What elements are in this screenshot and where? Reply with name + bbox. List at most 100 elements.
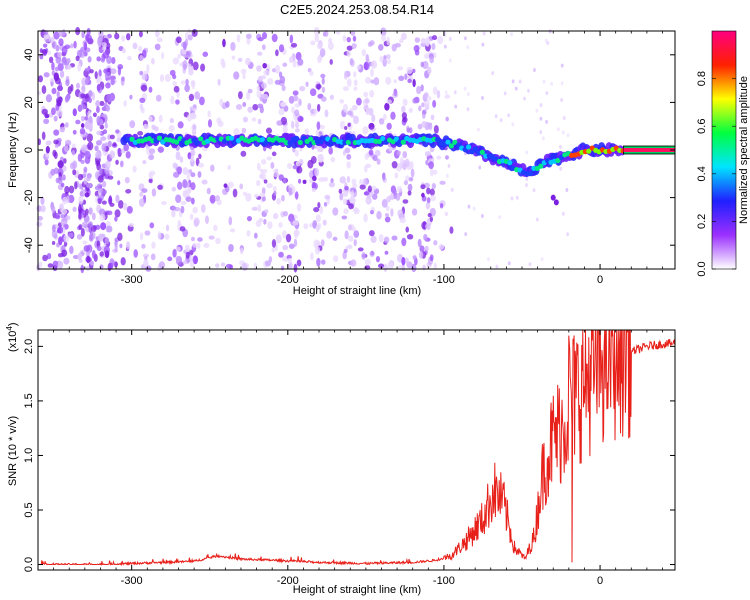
spectrogram-noise-point [80, 227, 85, 237]
spectrogram-noise-point [83, 166, 88, 173]
spectrogram-noise-point [274, 79, 282, 85]
spectrogram-noise-point [188, 68, 194, 76]
spectrogram-noise-point [228, 243, 234, 253]
spectrogram-noise-point [193, 219, 199, 228]
spectrogram-noise-point [57, 160, 64, 169]
spectrogram-noise-point [393, 79, 397, 84]
spectrogram-noise-point [350, 30, 356, 36]
spectrogram-noise-point [98, 69, 102, 78]
x-tick-label: -100 [433, 274, 455, 286]
spectrogram-noise-point [478, 165, 482, 170]
spectrogram-noise-point [96, 115, 101, 125]
spectrogram-noise-point [329, 59, 333, 65]
spectrogram-noise-point [281, 194, 285, 202]
spectrogram-noise-point [311, 181, 317, 190]
spectrogram-noise-point [114, 243, 118, 253]
spectrogram-noise-point [346, 45, 353, 51]
spectrogram-noise-point [402, 163, 407, 171]
spectrogram-noise-point [282, 230, 287, 239]
spectrogram-noise-point [200, 63, 206, 72]
spectrogram-noise-point [487, 257, 490, 262]
spectrogram-noise-point [432, 86, 438, 95]
spectrogram-noise-point [186, 171, 190, 181]
snr-multiplier-exp: 4 [5, 326, 14, 331]
spectrogram-noise-point [73, 40, 77, 49]
spectrogram-noise-point [180, 205, 185, 214]
spectrogram-noise-point [542, 79, 546, 84]
ridge-core-point [287, 140, 293, 146]
spectrogram-noise-point [84, 67, 90, 72]
spectrogram-noise-point [231, 55, 236, 60]
spectrogram-noise-point [316, 43, 322, 50]
spectrogram-noise-point [75, 119, 81, 125]
spectrogram-noise-point [416, 86, 422, 95]
spectrogram-noise-point [191, 28, 198, 37]
spectrogram-noise-point [276, 120, 282, 126]
snr-x-label: Height of straight line (km) [293, 584, 421, 596]
spectrogram-noise-point [562, 211, 565, 216]
spectrogram-noise-point [44, 158, 49, 166]
spectrogram-noise-point [394, 172, 399, 179]
spectrogram-noise-point [51, 87, 57, 95]
spectrogram-noise-point [343, 208, 349, 215]
spectrogram-noise-point [58, 236, 63, 246]
spectrogram-noise-point [398, 75, 405, 82]
spectrogram-noise-point [80, 209, 87, 216]
spectrogram-noise-point [146, 64, 150, 73]
spectrogram-noise-point [402, 151, 408, 159]
spectrogram-noise-point [251, 117, 257, 122]
spectrogram-noise-point [126, 205, 133, 214]
spectrogram-noise-point [370, 210, 374, 215]
figure-title: C2E5.2024.253.08.54.R14 [280, 2, 434, 17]
spectrogram-noise-point [51, 205, 56, 214]
spectrogram-noise-point [102, 129, 108, 135]
spectrogram-noise-point [313, 206, 320, 213]
spectrogram-noise-point [370, 250, 375, 256]
spectrogram-noise-point [261, 159, 267, 165]
ridge-core-point [538, 163, 544, 169]
spectrogram-noise-point [444, 94, 451, 99]
colorbar-tick-label: 0.8 [696, 71, 708, 86]
spectrogram-noise-point [383, 55, 387, 60]
spectrogram-noise-point [43, 118, 50, 124]
x-tick-label: -300 [121, 575, 143, 587]
spectrogram-noise-point [184, 247, 191, 253]
spectrogram-noise-point [428, 96, 432, 101]
spectrogram-noise-point [217, 120, 224, 128]
spectrogram-noise-point [105, 82, 111, 89]
spectrogram-noise-point [86, 133, 93, 143]
spectrogram-noise-point [201, 179, 208, 185]
spectrogram-noise-point [192, 206, 198, 214]
spectrogram-noise-point [342, 198, 348, 205]
spectrogram-noise-point [346, 50, 351, 57]
spectrogram-noise-point [197, 171, 202, 178]
ridge-core-point [228, 135, 235, 141]
x-tick-label: -200 [277, 575, 299, 587]
spectrogram-noise-point [72, 169, 77, 176]
spectrogram-noise-point [190, 112, 197, 120]
spectrogram-noise-point [43, 72, 50, 78]
spectrogram-noise-point [104, 71, 112, 80]
ridge-core-point [435, 137, 441, 143]
spectrogram-noise-point [287, 257, 292, 264]
spectrogram-noise-point [219, 98, 224, 107]
spectrogram-noise-point [408, 107, 414, 113]
spectrogram-noise-point [88, 90, 93, 98]
spectrogram-noise-point [379, 55, 384, 63]
spectrogram-noise-point [142, 253, 150, 258]
spectrogram-noise-point [185, 251, 190, 259]
spectrogram-noise-point [253, 232, 258, 239]
spectrogram-noise-point [63, 234, 70, 243]
spectrogram-noise-point [481, 96, 484, 101]
spectrogram-noise-point [52, 149, 57, 157]
spectrogram-noise-point [257, 37, 264, 42]
spectrogram-noise-point [365, 53, 369, 63]
spectrogram-noise-point [313, 108, 318, 115]
spectrogram-noise-point [432, 169, 438, 175]
spectrogram-noise-point [541, 136, 545, 141]
spectrogram-noise-point [141, 188, 148, 194]
spectrogram-noise-point [187, 63, 192, 70]
spectrogram-noise-point [71, 150, 76, 156]
spectrogram-noise-point [361, 252, 366, 260]
spectrogram-noise-point [499, 118, 503, 123]
